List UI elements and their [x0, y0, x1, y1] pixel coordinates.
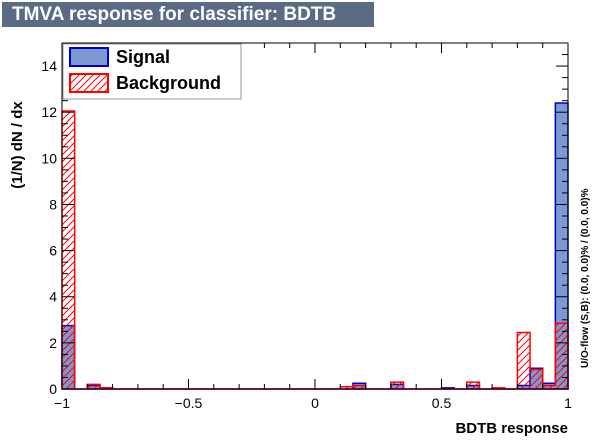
y-tick-label: 8: [49, 196, 57, 212]
y-tick-label: 10: [41, 150, 57, 166]
plot-frame: [61, 42, 569, 390]
x-tick-label: −0.5: [175, 395, 203, 411]
y-axis-label: (1/N) dN / dx: [9, 101, 26, 189]
y-tick-label: 6: [49, 243, 57, 259]
legend-signal-label: Signal: [116, 47, 170, 67]
signal-histogram: [61, 102, 569, 390]
signal-bars: [61, 102, 569, 390]
x-tick-label: 0.5: [432, 395, 452, 411]
overflow-label: U/O-flow (S,B): (0.0, 0.0)% / (0.0, 0.0)…: [580, 188, 591, 368]
background-histogram: [61, 110, 569, 390]
y-tick-label: 14: [41, 58, 57, 74]
legend-background-label: Background: [116, 73, 221, 93]
legend-background-swatch: [69, 73, 109, 93]
legend-signal-swatch: [69, 47, 109, 67]
x-tick-label: 0: [311, 395, 319, 411]
y-tick-label: 12: [41, 104, 57, 120]
legend: Signal Background: [62, 43, 242, 100]
x-axis-label: BDTB response: [455, 420, 568, 437]
x-tick-label: 1: [564, 395, 572, 411]
y-tick-label: 0: [49, 381, 57, 397]
y-tick-label: 4: [49, 289, 57, 305]
chart-title: TMVA response for classifier: BDTB: [2, 2, 374, 27]
x-tick-label: −1: [54, 395, 70, 411]
background-bars: [61, 110, 569, 390]
y-tick-label: 2: [49, 335, 57, 351]
